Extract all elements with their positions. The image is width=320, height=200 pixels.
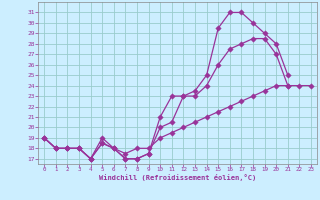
X-axis label: Windchill (Refroidissement éolien,°C): Windchill (Refroidissement éolien,°C) (99, 174, 256, 181)
